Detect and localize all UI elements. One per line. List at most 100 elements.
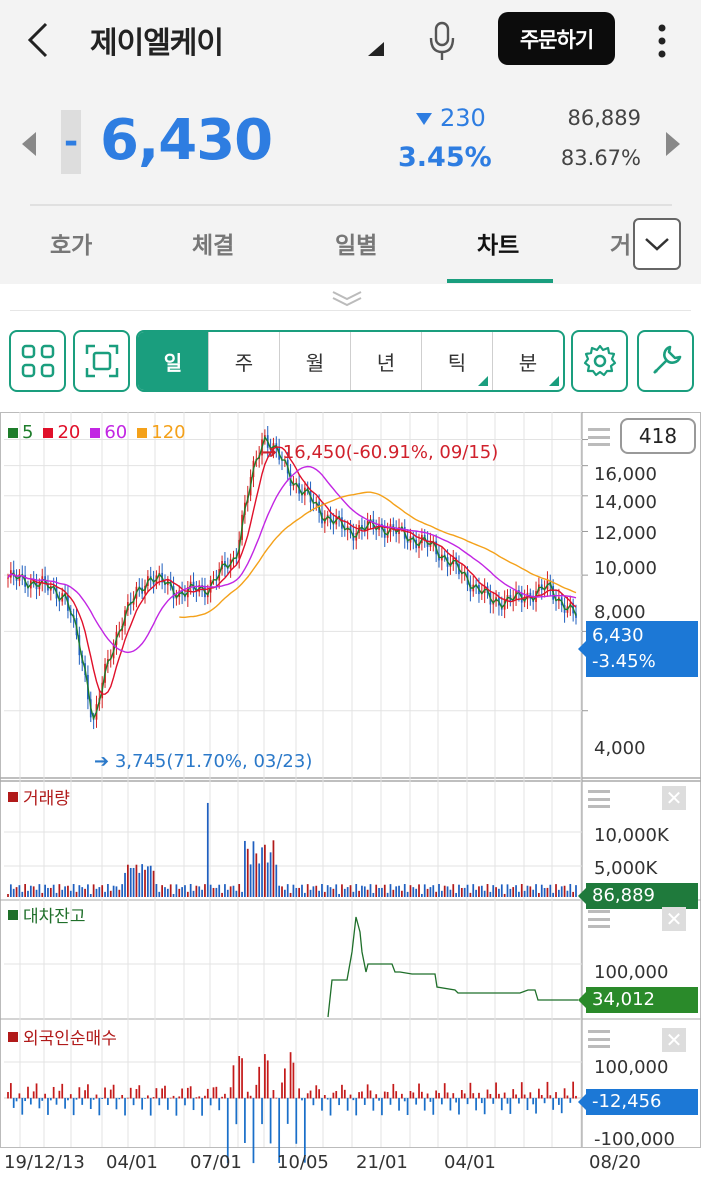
foreign-net-buy-bar [409, 1091, 412, 1099]
volume-bar [363, 886, 366, 897]
period-minute[interactable]: 분 [492, 332, 563, 390]
volume-bar [266, 862, 269, 897]
chart-tools-button[interactable] [637, 330, 694, 392]
wrench-icon [652, 345, 681, 374]
volume-bar [241, 891, 243, 897]
volume-bar [361, 885, 363, 897]
tab-more[interactable]: 거 [610, 233, 632, 259]
foreign-net-buy-bar [152, 1097, 155, 1099]
more-menu-icon[interactable] [648, 20, 676, 62]
next-stock-icon[interactable] [666, 132, 680, 156]
layout-button[interactable] [9, 330, 66, 392]
collapse-chevron-icon[interactable] [331, 290, 363, 308]
volume-bar [415, 888, 418, 897]
volume-bar [460, 887, 463, 897]
panel-menu-icon[interactable] [588, 428, 610, 446]
stock-chart[interactable]: 5 20 60 120 418 ➔ 16,450(-60.91%, 09/15)… [0, 412, 701, 1177]
foreign-net-buy-bar [41, 1098, 44, 1101]
tab-expand-button[interactable] [633, 218, 681, 270]
volume-bar [469, 892, 472, 897]
x-axis-label: 04/01 [444, 1152, 496, 1173]
foreign-net-buy-bar [72, 1098, 75, 1116]
close-panel-icon[interactable]: ✕ [662, 1028, 686, 1052]
tab-trades[interactable]: 체결 [192, 233, 235, 259]
volume-bar [323, 891, 326, 897]
ma60-line [7, 465, 577, 654]
volume-bar [184, 885, 186, 897]
down-triangle-icon [416, 113, 432, 125]
period-minute-label: 분 [518, 350, 538, 375]
stock-dropdown-icon[interactable] [368, 42, 384, 56]
panel-menu-icon[interactable] [588, 790, 610, 808]
foreign-net-buy-bar [463, 1093, 466, 1099]
volume-bar [226, 889, 229, 897]
microphone-icon[interactable] [425, 20, 459, 62]
candle-count-box[interactable]: 418 [620, 418, 696, 454]
x-axis-label: 08/20 [589, 1152, 641, 1173]
volume-bar [18, 885, 21, 897]
current-price: 6,430 [100, 108, 273, 173]
volume-bar [9, 884, 12, 897]
volume-axis-label: 5,000K [594, 858, 658, 879]
volume-bar [186, 891, 189, 897]
volume-bar [61, 889, 64, 897]
foreign-net-buy-bar [455, 1098, 457, 1103]
chart-canvas[interactable] [0, 412, 701, 1177]
previous-stock-icon[interactable] [22, 132, 36, 156]
volume-bar [35, 889, 38, 897]
volume-bar [480, 885, 483, 897]
foreign-net-buy-bar [335, 1091, 338, 1099]
volume-bar [298, 887, 301, 897]
foreign-net-buy-bar [226, 1098, 229, 1164]
tab-chart[interactable]: 차트 [477, 233, 520, 259]
volume-bar [389, 884, 392, 897]
loan-balance-tag-value: 34,012 [592, 989, 655, 1010]
foreign-net-buy-bar [358, 1092, 360, 1099]
foreign-net-buy-bar [121, 1094, 124, 1099]
foreign-net-buy-bar [161, 1088, 163, 1099]
volume-bar [192, 890, 195, 897]
foreign-net-buy-bar [383, 1091, 386, 1099]
volume-bar [549, 884, 552, 897]
current-price-tag-value: 6,430 [592, 625, 644, 646]
panel-menu-icon[interactable] [588, 1030, 610, 1048]
back-arrow-icon[interactable] [22, 18, 56, 62]
volume-bar [204, 884, 206, 897]
period-selector: 일 주 월 년 틱 분 [136, 330, 565, 392]
volume-bar [352, 891, 355, 897]
close-panel-icon[interactable]: ✕ [662, 907, 686, 931]
foreign-net-buy-legend-label: 외국인순매수 [23, 1029, 117, 1049]
foreign-net-buy-bar [395, 1091, 398, 1099]
panel-menu-icon[interactable] [588, 910, 610, 928]
foreign-net-buy-bar [480, 1098, 483, 1104]
low-annotation: ➔ 3,745(71.70%, 03/23) [94, 751, 313, 772]
period-month[interactable]: 월 [279, 332, 350, 390]
tab-daily[interactable]: 일별 [335, 233, 378, 259]
close-panel-icon[interactable]: ✕ [662, 786, 686, 810]
period-day[interactable]: 일 [138, 332, 208, 390]
volume-bar [24, 884, 26, 897]
loan-axis-label: 100,000 [594, 962, 669, 983]
period-year[interactable]: 년 [350, 332, 421, 390]
fullscreen-button[interactable] [73, 330, 130, 392]
volume-bar [118, 889, 121, 897]
volume-bar [84, 888, 86, 897]
stock-name[interactable]: 제이엘케이 [90, 26, 224, 61]
period-week[interactable]: 주 [208, 332, 279, 390]
volume-bar [321, 884, 323, 897]
order-button[interactable]: 주문하기 [498, 12, 615, 65]
volume-bar [224, 884, 226, 897]
price-axis-label: 10,000 [594, 558, 657, 579]
chart-settings-button[interactable] [571, 330, 628, 392]
tag-notch-icon [578, 641, 586, 657]
volume-bar [463, 887, 466, 897]
period-tick[interactable]: 틱 [421, 332, 492, 390]
volume-bar [538, 892, 540, 897]
tab-orderbook[interactable]: 호가 [50, 233, 93, 259]
volume-bar [172, 893, 175, 897]
foreign-net-buy-bar [7, 1092, 9, 1099]
volume-bar [64, 886, 66, 897]
volume-bar [121, 884, 124, 897]
volume-bar [301, 884, 303, 897]
volume-bar [512, 887, 515, 897]
